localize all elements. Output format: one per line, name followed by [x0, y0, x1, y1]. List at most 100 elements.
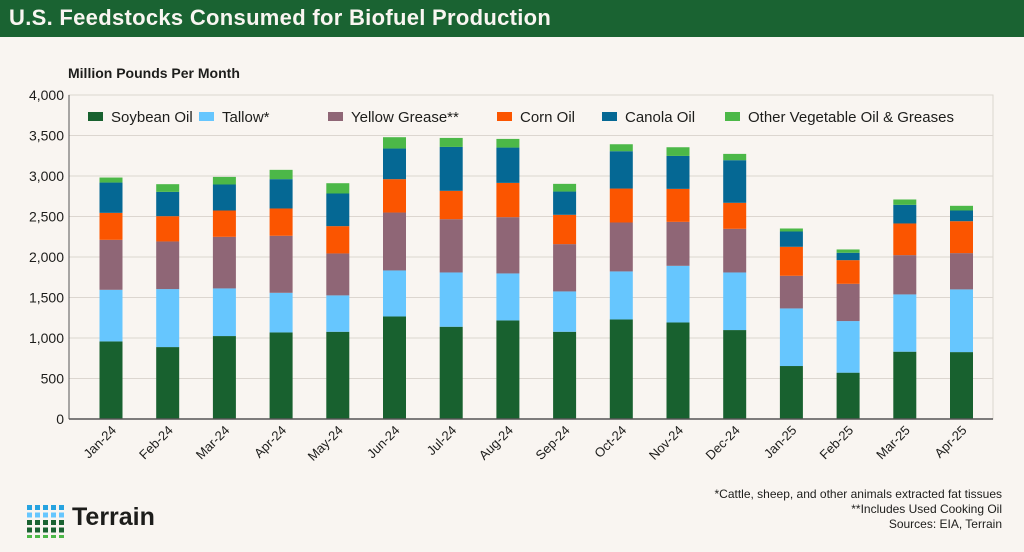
bar-segment: [383, 270, 406, 317]
bar-segment: [212, 288, 236, 337]
logo-dot: [35, 535, 40, 538]
x-tick-label: May-24: [305, 423, 346, 464]
bar-segment: [950, 253, 973, 290]
bar-segment: [950, 205, 973, 211]
x-tick-label: Apr-25: [931, 423, 969, 461]
logo-dot: [35, 527, 40, 533]
bar-segment: [496, 217, 520, 274]
logo-dot: [43, 512, 48, 518]
bar-segment: [269, 332, 293, 419]
logo-dot: [35, 505, 40, 510]
y-tick-label: 3,000: [29, 168, 64, 184]
logo-dot: [43, 505, 48, 510]
bar-segment: [439, 326, 463, 419]
x-tick-label: Apr-24: [251, 423, 289, 461]
y-tick-label: 1,000: [29, 330, 64, 346]
y-tick-label: 4,000: [29, 87, 64, 103]
bar-segment: [723, 160, 747, 203]
bar-segment: [156, 216, 180, 242]
bar-segment: [553, 331, 577, 419]
bar-segment: [269, 208, 293, 236]
logo-dot: [59, 505, 64, 510]
bar-segment: [836, 260, 860, 284]
bar-segment: [723, 330, 747, 419]
x-tick-label: Jan-24: [80, 423, 119, 462]
logo-dot: [43, 520, 48, 525]
bar-segment: [609, 222, 633, 272]
bar-segment: [666, 322, 690, 419]
sources-note: Sources: EIA, Terrain: [888, 517, 1002, 531]
logo-dot: [35, 512, 40, 518]
x-tick-label: Jul-24: [424, 423, 460, 459]
bar-segment: [439, 219, 463, 273]
logo-dot: [27, 505, 32, 510]
logo-dot: [51, 505, 56, 510]
bar-segment: [666, 155, 690, 189]
bar-segment: [439, 272, 463, 327]
bar-segment: [723, 228, 747, 273]
bar-segment: [496, 182, 520, 218]
bar-segment: [439, 190, 463, 220]
logo-dot: [43, 535, 48, 538]
y-tick-label: 500: [41, 371, 65, 387]
bar-segment: [609, 144, 633, 152]
bar-segment: [496, 273, 520, 321]
bar-segment: [156, 241, 180, 290]
bar-segment: [326, 253, 350, 296]
bar-segment: [779, 231, 803, 247]
logo-dot: [35, 520, 40, 525]
logo-dot: [27, 512, 32, 518]
x-tick-label: Oct-24: [591, 423, 629, 461]
footnote-yellow-grease: **Includes Used Cooking Oil: [851, 502, 1002, 516]
bar-segment: [99, 289, 123, 342]
bar-segment: [99, 239, 123, 290]
bar-segment: [666, 265, 690, 323]
legend-swatch: [199, 112, 214, 121]
logo-dot: [51, 535, 56, 538]
bar-segment: [99, 177, 123, 183]
bar-segment: [950, 289, 973, 353]
bar-segment: [553, 244, 577, 292]
bar-segment: [99, 341, 123, 419]
bar-segment: [723, 272, 747, 331]
bar-segment: [950, 352, 973, 419]
bar-segment: [836, 249, 860, 253]
bar-segment: [666, 147, 690, 156]
logo-dot: [51, 512, 56, 518]
logo-dot: [51, 527, 56, 533]
bar-segment: [836, 252, 860, 261]
bar-segment: [723, 153, 747, 161]
bar-segment: [893, 255, 917, 295]
bar-segment: [269, 169, 293, 180]
bar-segment: [212, 176, 236, 185]
bar-segment: [723, 202, 747, 229]
bar-segment: [383, 148, 406, 180]
footnote-tallow: *Cattle, sheep, and other animals extrac…: [714, 487, 1003, 501]
bar-segment: [326, 183, 350, 194]
terrain-logo-text: Terrain: [72, 503, 155, 531]
x-tick-label: Dec-24: [703, 423, 743, 463]
bar-segment: [950, 221, 973, 254]
bar-segment: [496, 147, 520, 183]
bar-segment: [326, 193, 350, 227]
bar-segment: [836, 283, 860, 322]
bar-segment: [779, 228, 803, 232]
bar-segment: [893, 351, 917, 419]
bar-segment: [893, 199, 917, 205]
bar-segment: [212, 184, 236, 211]
bar-segment: [836, 372, 860, 419]
bar-segment: [156, 184, 180, 192]
legend-swatch: [497, 112, 512, 121]
bar-segment: [383, 212, 406, 271]
bar-segment: [99, 182, 123, 213]
bar-segment: [893, 204, 917, 224]
bar-segment: [893, 294, 917, 352]
legend-label: Soybean Oil: [111, 109, 193, 126]
bar-segment: [383, 316, 406, 419]
logo-dot: [27, 520, 32, 525]
bar-segment: [609, 151, 633, 189]
y-tick-label: 1,500: [29, 290, 64, 306]
x-tick-label: Mar-24: [193, 423, 233, 463]
y-tick-label: 3,500: [29, 128, 64, 144]
